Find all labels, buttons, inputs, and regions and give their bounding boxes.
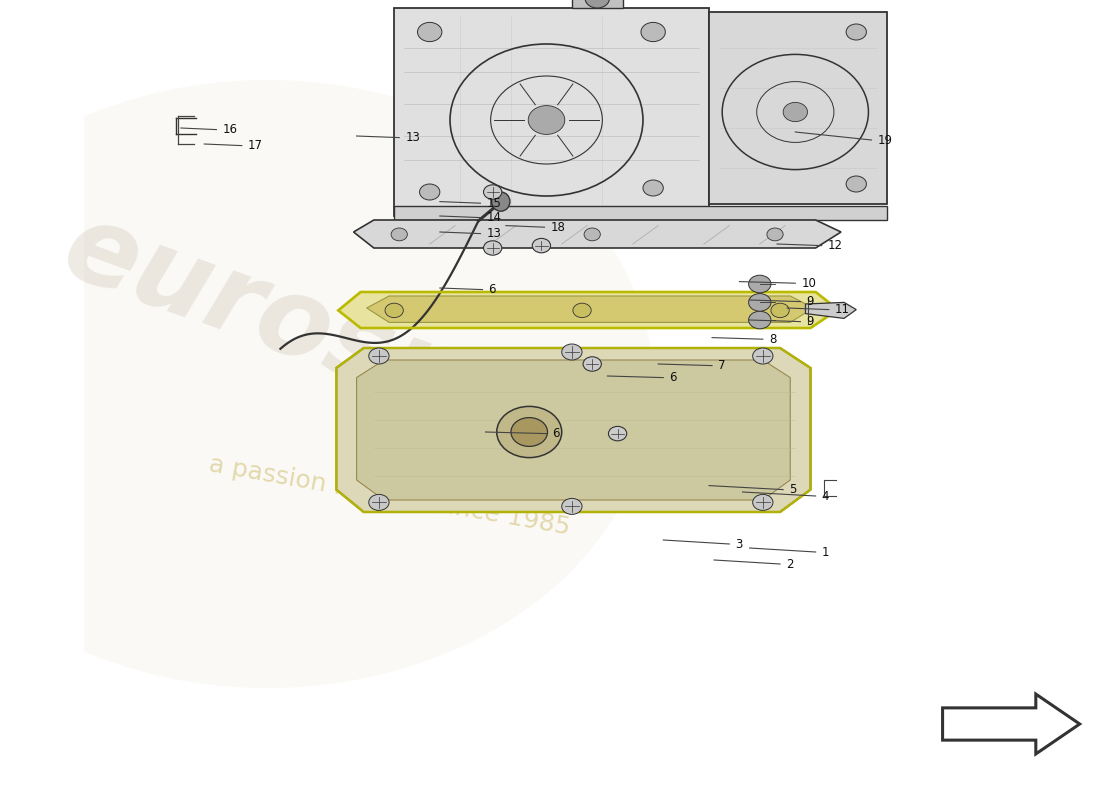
- Polygon shape: [337, 348, 811, 512]
- Text: 6: 6: [552, 427, 560, 440]
- Circle shape: [641, 22, 666, 42]
- Circle shape: [0, 80, 653, 688]
- Text: 10: 10: [802, 277, 816, 290]
- Circle shape: [562, 344, 582, 360]
- Circle shape: [528, 106, 564, 134]
- Circle shape: [368, 494, 389, 510]
- Circle shape: [846, 176, 867, 192]
- Polygon shape: [339, 292, 838, 328]
- Circle shape: [771, 303, 789, 318]
- Circle shape: [418, 22, 442, 42]
- Circle shape: [368, 348, 389, 364]
- Circle shape: [419, 184, 440, 200]
- FancyBboxPatch shape: [394, 206, 887, 220]
- Polygon shape: [572, 0, 623, 8]
- Circle shape: [749, 294, 771, 311]
- Text: 3: 3: [736, 538, 743, 550]
- Polygon shape: [805, 302, 856, 318]
- Text: a passion for cars since 1985: a passion for cars since 1985: [207, 452, 572, 540]
- Text: 9: 9: [806, 295, 814, 308]
- Circle shape: [749, 311, 771, 329]
- Circle shape: [783, 102, 807, 122]
- Circle shape: [497, 406, 562, 458]
- Ellipse shape: [492, 192, 510, 211]
- Circle shape: [392, 228, 407, 241]
- Circle shape: [484, 185, 502, 199]
- Text: 5: 5: [789, 483, 796, 496]
- Circle shape: [573, 303, 591, 318]
- Circle shape: [644, 180, 663, 196]
- Circle shape: [752, 494, 773, 510]
- Text: 1: 1: [822, 546, 829, 558]
- Text: 6: 6: [488, 283, 496, 296]
- Text: 4: 4: [822, 490, 829, 502]
- Text: 13: 13: [486, 227, 502, 240]
- Circle shape: [585, 0, 609, 8]
- Circle shape: [749, 275, 771, 293]
- Text: 11: 11: [835, 303, 850, 316]
- Text: 18: 18: [551, 221, 565, 234]
- Text: 19: 19: [878, 134, 892, 146]
- Text: 6: 6: [670, 371, 676, 384]
- Circle shape: [608, 426, 627, 441]
- Polygon shape: [356, 360, 790, 500]
- Text: 15: 15: [486, 197, 502, 210]
- Circle shape: [752, 348, 773, 364]
- Circle shape: [562, 498, 582, 514]
- Circle shape: [584, 228, 601, 241]
- Text: 14: 14: [486, 211, 502, 224]
- Text: 7: 7: [718, 359, 726, 372]
- Circle shape: [385, 303, 404, 318]
- Circle shape: [484, 241, 502, 255]
- Text: 13: 13: [405, 131, 420, 144]
- Text: 8: 8: [769, 333, 777, 346]
- Circle shape: [846, 24, 867, 40]
- Circle shape: [583, 357, 602, 371]
- Circle shape: [767, 228, 783, 241]
- Text: 17: 17: [248, 139, 263, 152]
- Text: 12: 12: [828, 239, 843, 252]
- Polygon shape: [366, 296, 814, 322]
- Polygon shape: [353, 220, 842, 248]
- Text: 9: 9: [806, 315, 814, 328]
- Circle shape: [532, 238, 551, 253]
- Text: eurospares: eurospares: [48, 193, 729, 527]
- Circle shape: [512, 418, 548, 446]
- Text: 2: 2: [786, 558, 794, 570]
- Text: 16: 16: [222, 123, 238, 136]
- Polygon shape: [394, 8, 710, 216]
- Polygon shape: [710, 12, 887, 204]
